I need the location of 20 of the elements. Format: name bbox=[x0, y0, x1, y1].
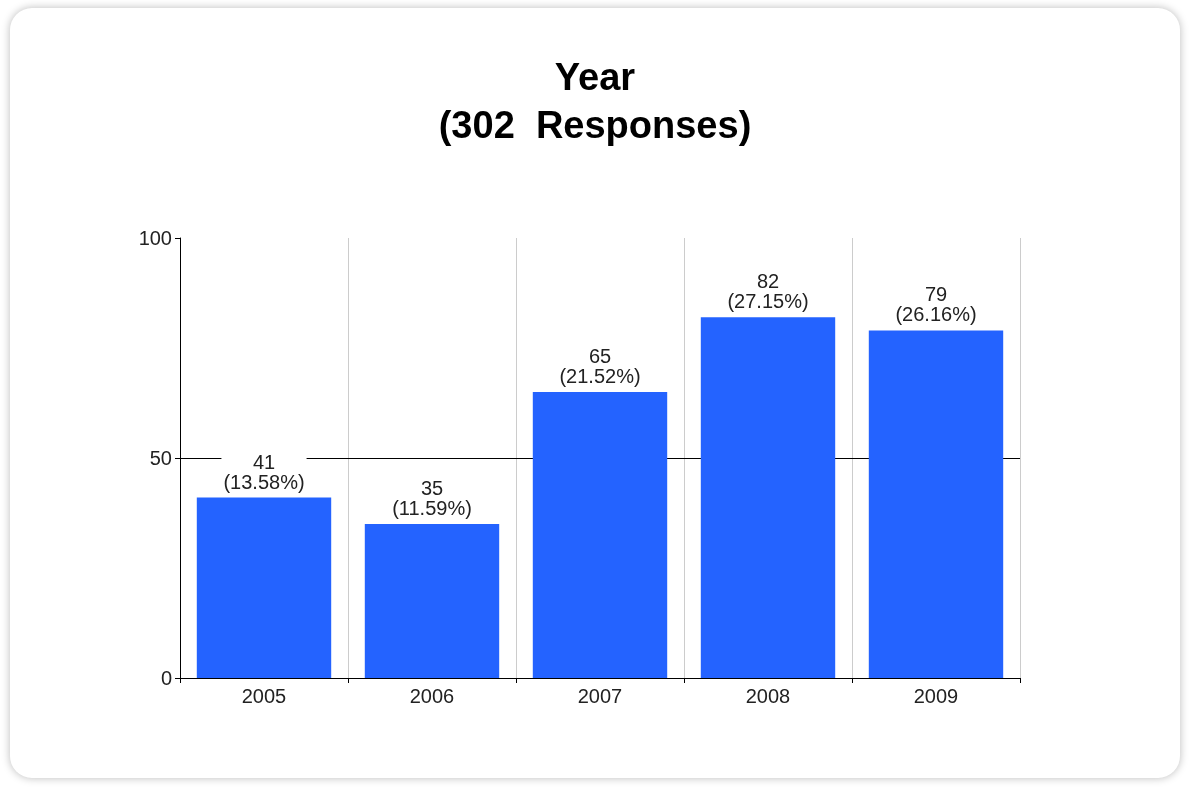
data-label: 82 (27.15%) bbox=[727, 270, 809, 313]
x-tick-label: 2007 bbox=[577, 685, 623, 707]
bar bbox=[196, 497, 332, 678]
x-tick-label: 2005 bbox=[241, 685, 287, 707]
data-label: 65 (21.52%) bbox=[559, 345, 641, 387]
bar bbox=[700, 317, 836, 678]
y-tick-label: 100 bbox=[138, 227, 172, 249]
x-tick-label: 2008 bbox=[745, 685, 791, 707]
y-tick-label: 50 bbox=[149, 447, 172, 469]
x-tick-label: 2006 bbox=[409, 685, 455, 707]
chart-subtitle: (302 Responses) bbox=[438, 104, 752, 146]
data-label: 35 (11.59%) bbox=[392, 477, 472, 519]
bar bbox=[364, 524, 500, 678]
bar bbox=[868, 330, 1004, 678]
bar bbox=[532, 392, 668, 678]
data-label: 41 (13.58%) bbox=[223, 450, 305, 493]
data-label: 79 (26.16%) bbox=[895, 283, 977, 326]
chart-title: Year bbox=[554, 56, 636, 98]
y-tick-label: 0 bbox=[160, 667, 172, 689]
x-tick-label: 2009 bbox=[913, 685, 959, 707]
